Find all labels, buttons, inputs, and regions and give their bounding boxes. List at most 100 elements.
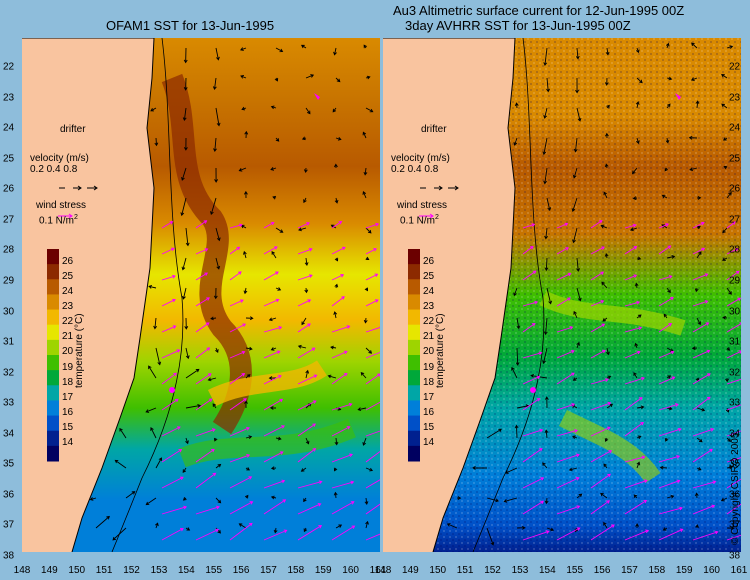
wind-stress-value: 0.1 N/m2 [400, 214, 439, 227]
current-arrow [245, 435, 253, 440]
current-arrow [511, 366, 518, 379]
colorbar-tick-label: 18 [423, 376, 435, 388]
wind-stress-arrow [556, 372, 575, 385]
current-arrow [360, 371, 367, 379]
current-arrow [604, 252, 609, 259]
wind-stress-arrow [590, 401, 612, 411]
wind-stress-arrow [365, 401, 380, 411]
satellite-sst-canvas [383, 38, 741, 552]
current-arrow [215, 347, 219, 353]
wind-stress-arrow [229, 223, 243, 229]
current-arrow [243, 287, 248, 295]
current-arrows [89, 44, 374, 541]
wind-stress-arrows [522, 220, 741, 541]
wind-stress-arrow [658, 479, 681, 489]
wind-stress-arrow [726, 503, 741, 515]
colorbar-tick-label: 16 [423, 407, 435, 418]
velocity-label: velocity (m/s) [30, 153, 89, 164]
current-arrow [185, 368, 200, 379]
current-arrow [726, 437, 732, 442]
latitude-tick-label: 28 [729, 244, 741, 256]
wind-stress-arrow [522, 223, 536, 229]
current-arrow [666, 76, 673, 81]
colorbar-swatch [47, 355, 59, 371]
wind-stress-arrow [658, 297, 674, 307]
colorbar-tick-label: 22 [62, 316, 74, 328]
wind-stress-arrow [263, 221, 275, 229]
latitude-tick-label: 28 [3, 244, 15, 256]
current-arrow [365, 256, 370, 261]
latitude-tick-label: 38 [3, 550, 15, 562]
wind-stress-arrow [161, 274, 176, 281]
wind-stress-arrow [522, 351, 543, 359]
wind-stress-arrow [590, 246, 605, 255]
current-arrow [335, 524, 343, 529]
current-arrow [633, 494, 638, 499]
longitude-tick-label: 157 [621, 565, 638, 576]
colorbar-tick-label: 21 [62, 331, 74, 343]
current-arrow [363, 167, 368, 176]
current-arrow [696, 225, 701, 230]
current-arrow [516, 317, 521, 330]
wind-stress-arrow [692, 504, 716, 515]
wind-stress-arrow [726, 404, 741, 411]
current-arrow [575, 47, 580, 60]
latitude-tick-label: 37 [729, 519, 741, 531]
colorbar-swatch [408, 385, 420, 401]
current-arrow [334, 163, 338, 169]
wind-stress-arrow [161, 349, 181, 359]
latitude-tick-label: 23 [729, 92, 741, 104]
wind-stress-arrow [161, 298, 176, 307]
latitude-tick-label: 37 [3, 519, 15, 531]
wind-stress-arrow [331, 220, 343, 229]
current-arrow [696, 196, 702, 200]
current-arrow [215, 527, 221, 534]
current-arrow [333, 311, 338, 319]
wind-stress-arrow [692, 427, 715, 437]
current-arrow [125, 491, 136, 499]
wind-stress-arrow [365, 373, 380, 385]
current-arrow [688, 135, 698, 140]
wind-stress-arrow [195, 322, 210, 333]
longitude-tick-label: 158 [648, 565, 666, 576]
wind-stress-arrow [726, 247, 739, 255]
longitude-tick-label: 152 [123, 565, 140, 576]
wind-stress-arrow [195, 272, 209, 281]
current-arrow [486, 527, 495, 546]
current-arrow [515, 347, 520, 366]
latitude-tick-label: 31 [3, 336, 15, 348]
wind-stress-arrow [556, 222, 569, 229]
current-arrow [243, 250, 247, 259]
longitude-tick-label: 158 [287, 565, 305, 576]
current-arrow [275, 227, 284, 233]
current-arrow [212, 403, 217, 409]
wind-stress-arrow [263, 298, 280, 307]
wind-stress-arrow [365, 503, 380, 515]
wind-stress-arrow [658, 528, 684, 541]
current-arrow [543, 317, 548, 336]
current-arrow [213, 437, 218, 442]
current-arrow [275, 47, 284, 53]
current-arrow [726, 45, 734, 49]
wind-stress-arrow [331, 246, 346, 255]
current-arrow [513, 287, 518, 297]
current-arrow [184, 317, 189, 330]
wind-stress-arrow [624, 326, 643, 333]
current-arrow [546, 197, 552, 212]
wind-stress-arrow [726, 534, 741, 541]
velocity-values: 0.2 0.4 0.8 [30, 164, 78, 175]
wind-stress-arrow [195, 220, 208, 229]
latitude-tick-label: 32 [729, 367, 741, 379]
current-arrow [182, 497, 187, 501]
longitude-tick-label: 154 [538, 565, 556, 576]
wind-stress-arrow [522, 270, 537, 281]
current-arrow [571, 197, 578, 213]
model-sst-canvas [22, 38, 380, 552]
current-arrow [726, 465, 733, 470]
wind-stress-arrow [556, 326, 574, 333]
current-arrow [305, 74, 315, 79]
current-arrow [696, 251, 702, 259]
current-arrow [268, 376, 277, 381]
current-arrow [543, 167, 548, 185]
wind-stress-arrow [229, 501, 254, 515]
